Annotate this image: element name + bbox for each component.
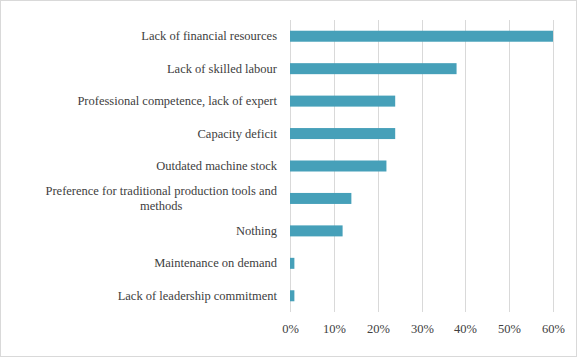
tick-label: 0%: [282, 322, 299, 336]
tick-label: 50%: [498, 322, 521, 336]
category-label: Maintenance on demand: [154, 256, 278, 270]
bar: [290, 161, 386, 172]
bar: [290, 225, 343, 236]
bar: [290, 290, 294, 301]
category-label: Lack of leadership commitment: [118, 289, 278, 303]
category-label: Professional competence, lack of expert: [77, 94, 277, 108]
category-label: Preference for traditional production to…: [45, 184, 277, 213]
chart-frame: [1, 1, 577, 357]
bar: [290, 96, 395, 107]
category-label: Lack of skilled labour: [167, 62, 278, 76]
category-label: Capacity deficit: [198, 127, 278, 141]
grid: [291, 20, 554, 312]
grid-line: [509, 20, 510, 312]
tick-label: 20%: [367, 322, 390, 336]
label-line: Preference for traditional production to…: [45, 184, 277, 198]
bar: [290, 258, 294, 269]
grid-line: [465, 20, 466, 312]
tick-label: 10%: [323, 322, 346, 336]
bar: [290, 31, 553, 42]
chart: 0% 10% 20% 30% 40% 50% 60% Lack of financial re…: [0, 0, 577, 357]
grid-line: [553, 20, 554, 312]
tick-label: 60%: [542, 322, 565, 336]
bar: [290, 128, 395, 139]
category-label: Nothing: [236, 224, 278, 238]
label-line: methods: [140, 199, 182, 213]
bar: [290, 193, 351, 204]
category-label: Outdated machine stock: [156, 159, 278, 173]
tick-label: 40%: [454, 322, 477, 336]
bar: [290, 63, 457, 74]
category-label: Lack of financial resources: [141, 29, 277, 43]
tick-label: 30%: [411, 322, 434, 336]
bars: [290, 31, 553, 302]
